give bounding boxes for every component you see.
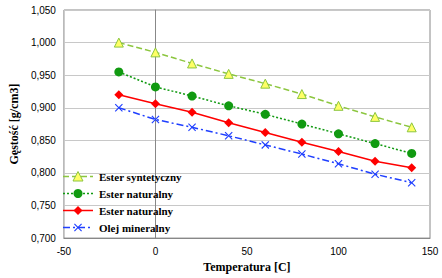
svg-text:-50: -50: [57, 246, 72, 257]
svg-text:0,850: 0,850: [31, 135, 56, 146]
svg-text:Ester naturalny: Ester naturalny: [99, 205, 174, 217]
svg-text:Ester naturalny: Ester naturalny: [99, 188, 174, 200]
svg-text:Olej mineralny: Olej mineralny: [99, 222, 171, 234]
svg-text:0: 0: [153, 246, 159, 257]
svg-text:0,950: 0,950: [31, 70, 56, 81]
svg-text:1,050: 1,050: [31, 5, 56, 16]
svg-text:Ester syntetyczny: Ester syntetyczny: [99, 171, 182, 183]
svg-text:1,000: 1,000: [31, 37, 56, 48]
svg-text:100: 100: [330, 246, 347, 257]
svg-text:Temperatura [C]: Temperatura [C]: [203, 260, 290, 274]
svg-text:0,700: 0,700: [31, 233, 56, 244]
svg-text:0,750: 0,750: [31, 200, 56, 211]
svg-text:50: 50: [241, 246, 253, 257]
svg-text:0,800: 0,800: [31, 167, 56, 178]
svg-text:0,900: 0,900: [31, 102, 56, 113]
svg-text:Gęstość [g/cm3]: Gęstość [g/cm3]: [7, 84, 21, 165]
svg-text:150: 150: [422, 246, 439, 257]
